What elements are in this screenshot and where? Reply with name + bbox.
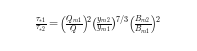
Text: $\frac{\tau_{*1}}{\tau_{*2}} = \left(\frac{Q_{m1}}{Q}\right)^{\!2} \left(\frac{y: $\frac{\tau_{*1}}{\tau_{*2}} = \left(\fr… <box>35 14 162 37</box>
